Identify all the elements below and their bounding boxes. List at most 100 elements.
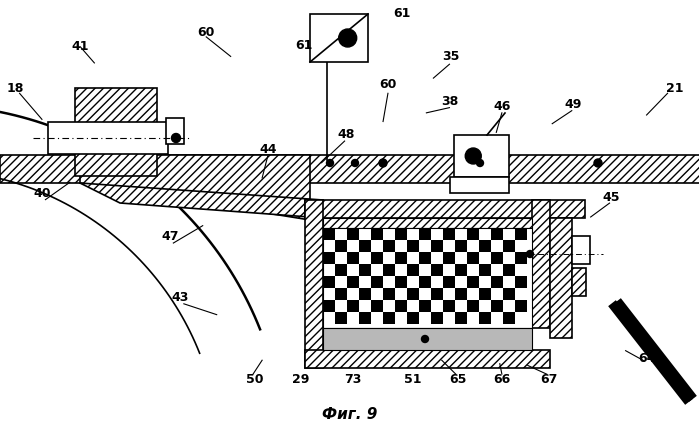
Bar [407, 240, 419, 252]
Text: 50: 50 [246, 373, 264, 386]
Bar [359, 312, 371, 324]
Polygon shape [305, 200, 323, 368]
Text: 60: 60 [380, 78, 396, 91]
Bar [395, 276, 407, 288]
Text: 48: 48 [338, 128, 354, 141]
Text: 47: 47 [161, 230, 179, 243]
Bar [407, 288, 419, 300]
Bar [515, 276, 527, 288]
Text: 67: 67 [540, 373, 557, 386]
Text: 60: 60 [198, 26, 215, 39]
Circle shape [466, 148, 481, 164]
Bar [431, 312, 443, 324]
Bar [515, 228, 527, 240]
Bar [323, 252, 335, 264]
Text: 41: 41 [71, 40, 89, 53]
Text: 29: 29 [292, 373, 309, 386]
Text: Фиг. 9: Фиг. 9 [322, 407, 377, 422]
Text: 45: 45 [603, 191, 621, 204]
Bar [419, 276, 431, 288]
Bar [431, 264, 443, 276]
Polygon shape [305, 200, 585, 218]
Bar [572, 236, 590, 264]
Polygon shape [305, 350, 550, 368]
Bar [347, 228, 359, 240]
Bar [503, 240, 515, 252]
Bar [347, 300, 359, 312]
Bar [443, 228, 455, 240]
Bar [515, 300, 527, 312]
Bar [455, 264, 467, 276]
Bar [323, 228, 335, 240]
Polygon shape [80, 155, 310, 220]
Bar [503, 288, 515, 300]
Bar [383, 240, 395, 252]
Bar [359, 264, 371, 276]
Text: 43: 43 [172, 291, 189, 304]
Polygon shape [0, 155, 699, 183]
Text: 64: 64 [638, 352, 655, 365]
Bar [503, 312, 515, 324]
Bar [467, 252, 479, 264]
Bar [443, 300, 455, 312]
Bar [467, 300, 479, 312]
Circle shape [326, 160, 333, 167]
Bar [371, 228, 383, 240]
Bar [371, 300, 383, 312]
Bar [323, 228, 532, 328]
Bar [383, 312, 395, 324]
Bar [359, 288, 371, 300]
Bar [395, 300, 407, 312]
Bar [455, 312, 467, 324]
Bar [347, 252, 359, 264]
Text: 46: 46 [493, 100, 510, 113]
Polygon shape [75, 88, 157, 176]
Bar [395, 228, 407, 240]
Bar [335, 264, 347, 276]
Text: 21: 21 [665, 82, 684, 95]
Bar [407, 264, 419, 276]
Bar [335, 240, 347, 252]
Text: 18: 18 [7, 82, 24, 95]
Text: 44: 44 [259, 143, 277, 156]
Bar [419, 252, 431, 264]
Polygon shape [323, 218, 532, 228]
Polygon shape [572, 268, 586, 296]
Bar [454, 135, 509, 177]
Text: 66: 66 [493, 373, 510, 386]
Bar [491, 252, 503, 264]
Bar [359, 240, 371, 252]
Polygon shape [532, 200, 550, 328]
Bar [335, 288, 347, 300]
Bar [335, 312, 347, 324]
Bar [166, 118, 184, 144]
Bar [479, 240, 491, 252]
Bar [443, 276, 455, 288]
Bar [419, 228, 431, 240]
Bar [431, 288, 443, 300]
Bar [371, 252, 383, 264]
Circle shape [379, 159, 387, 167]
Circle shape [526, 250, 533, 257]
Text: 73: 73 [345, 373, 361, 386]
Bar [310, 14, 368, 62]
Polygon shape [550, 218, 572, 338]
Bar [383, 264, 395, 276]
Bar [450, 177, 509, 193]
Text: 51: 51 [403, 373, 421, 386]
Polygon shape [80, 183, 323, 218]
Bar [48, 122, 168, 154]
Bar [515, 252, 527, 264]
Circle shape [339, 29, 356, 47]
Circle shape [171, 134, 180, 142]
Bar [323, 300, 335, 312]
Circle shape [594, 159, 602, 167]
Bar [407, 312, 419, 324]
Text: 40: 40 [33, 187, 51, 200]
Text: 38: 38 [441, 95, 458, 108]
Text: 35: 35 [442, 50, 459, 63]
Bar [443, 252, 455, 264]
Bar [323, 328, 532, 350]
Bar [467, 276, 479, 288]
Bar [431, 240, 443, 252]
